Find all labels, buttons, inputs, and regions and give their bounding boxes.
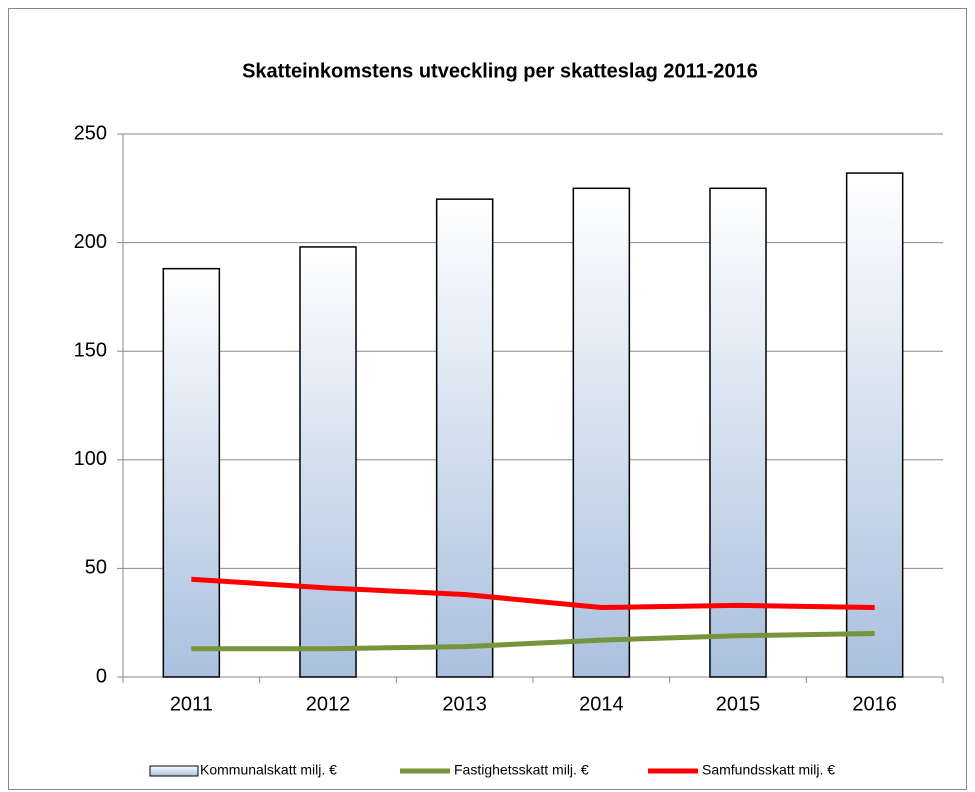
y-tick-label: 250 <box>74 122 107 144</box>
y-tick-label: 150 <box>74 339 107 361</box>
y-tick-label: 0 <box>96 665 107 687</box>
legend-swatch <box>149 765 199 777</box>
y-tick-label: 50 <box>85 557 107 579</box>
bar <box>162 267 221 678</box>
legend-label: Kommunalskatt milj. € <box>200 762 337 778</box>
x-tick-label: 2015 <box>716 693 761 715</box>
line <box>191 631 875 652</box>
x-tick-label: 2013 <box>442 693 487 715</box>
y-tick-label: 100 <box>74 448 107 470</box>
x-tick-label: 2014 <box>579 693 624 715</box>
legend-label: Samfundsskatt milj. € <box>702 762 835 778</box>
bar <box>435 198 494 678</box>
line <box>191 576 875 610</box>
bar <box>299 246 357 678</box>
x-tick-label: 2011 <box>170 693 213 715</box>
y-tick-label: 200 <box>74 231 107 253</box>
chart-title: Skatteinkomstens utveckling per skattesl… <box>242 60 758 82</box>
x-tick-label: 2012 <box>306 693 351 715</box>
bar <box>845 172 904 678</box>
x-tick-label: 2016 <box>852 693 897 715</box>
bar <box>572 187 631 678</box>
legend-label: Fastighetsskatt milj. € <box>454 762 589 778</box>
bar <box>709 187 767 678</box>
